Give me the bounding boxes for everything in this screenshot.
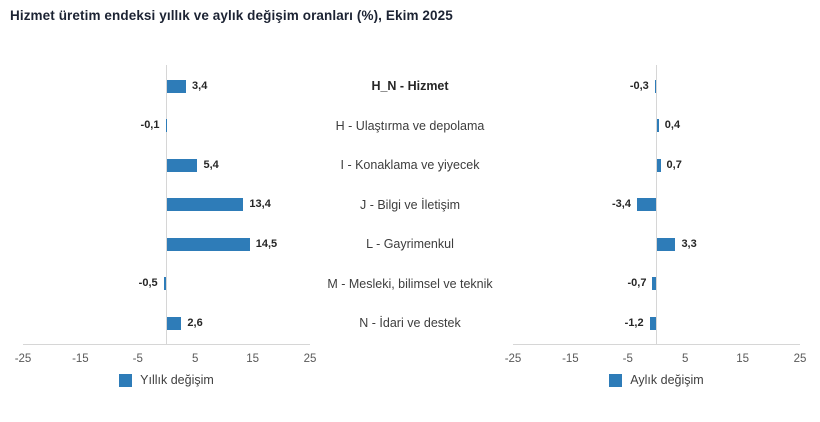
bar <box>656 119 659 133</box>
bar-value-label: -0,7 <box>627 277 647 290</box>
x-axis-tick-label: -15 <box>72 353 89 365</box>
bar-value-label: 13,4 <box>249 198 271 211</box>
x-axis-tick-label: 25 <box>303 353 317 365</box>
category-label: H - Ulaştırma ve depolama <box>335 118 485 133</box>
bar <box>166 198 244 212</box>
bar-value-label: -0,1 <box>140 119 160 132</box>
category-label: N - İdari ve destek <box>359 316 461 331</box>
x-axis-line <box>23 344 310 345</box>
bar <box>166 79 187 93</box>
bar <box>656 237 676 251</box>
monthly-change-panel: -25 -15 -5 5 15 25 -0,3 0,4 0,7 -3,4 3,3 -0,7 -1,2 <box>505 65 806 365</box>
bar <box>163 277 167 291</box>
annual-change-panel: -25 -15 -5 5 15 25 3,4 -0,1 5,4 13,4 14,5 -0,5 2,6 <box>15 65 316 365</box>
category-labels-column: H_N - Hizmet H - Ulaştırma ve depolama I -… <box>315 65 505 344</box>
bar-value-label: 3,3 <box>681 237 697 250</box>
x-axis-tick-label: -5 <box>132 353 143 365</box>
x-axis-tick-label: 5 <box>681 353 689 365</box>
bar-value-label: 3,4 <box>192 79 208 92</box>
x-axis-tick-label: -5 <box>622 353 633 365</box>
x-axis-tick-label: -25 <box>504 353 522 365</box>
monthly-legend: Aylık değişim <box>513 373 800 387</box>
chart-title: Hizmet üretim endeksi yıllık ve aylık de… <box>10 8 453 23</box>
x-axis-tick-label: 15 <box>246 353 259 365</box>
x-axis-tick-label: 15 <box>736 353 749 365</box>
bar <box>649 316 657 330</box>
monthly-legend-swatch-icon <box>609 373 623 387</box>
bar-value-label: 14,5 <box>255 237 278 250</box>
bar <box>166 316 182 330</box>
bar <box>652 277 657 291</box>
x-axis-tick-label: -15 <box>562 353 579 365</box>
x-axis-tick-label: -25 <box>14 353 32 365</box>
annual-legend-label: Yıllık değişim <box>140 373 214 387</box>
category-label: H_N - Hizmet <box>371 79 449 93</box>
bar-value-label: -1,2 <box>624 316 644 329</box>
monthly-legend-label: Aylık değişim <box>630 373 704 387</box>
bar-value-label: 5,4 <box>203 158 219 171</box>
category-label: L - Gayrimenkul <box>366 237 454 252</box>
x-axis-tick-label: 25 <box>793 353 807 365</box>
bar-value-label: -0,5 <box>138 277 158 290</box>
x-axis-line <box>513 344 800 345</box>
zero-gridline <box>656 65 657 344</box>
bar <box>165 119 167 133</box>
bar <box>656 158 661 172</box>
bar-value-label: 2,6 <box>187 316 203 329</box>
bar <box>166 237 250 251</box>
x-axis-tick-label: 5 <box>191 353 199 365</box>
category-label: J - Bilgi ve İletişim <box>359 197 461 212</box>
bar-value-label: 0,7 <box>666 158 682 171</box>
bar <box>166 158 198 172</box>
bar-value-label: 0,4 <box>664 119 681 132</box>
bar <box>654 79 657 93</box>
bar-value-label: -3,4 <box>612 198 631 211</box>
bar <box>636 198 657 212</box>
category-label: M - Mesleki, bilimsel ve teknik <box>327 276 493 291</box>
annual-legend: Yıllık değişim <box>23 373 310 387</box>
annual-legend-swatch-icon <box>119 373 133 387</box>
category-label: I - Konaklama ve yiyecek <box>340 158 480 173</box>
bar-value-label: -0,3 <box>629 79 649 92</box>
